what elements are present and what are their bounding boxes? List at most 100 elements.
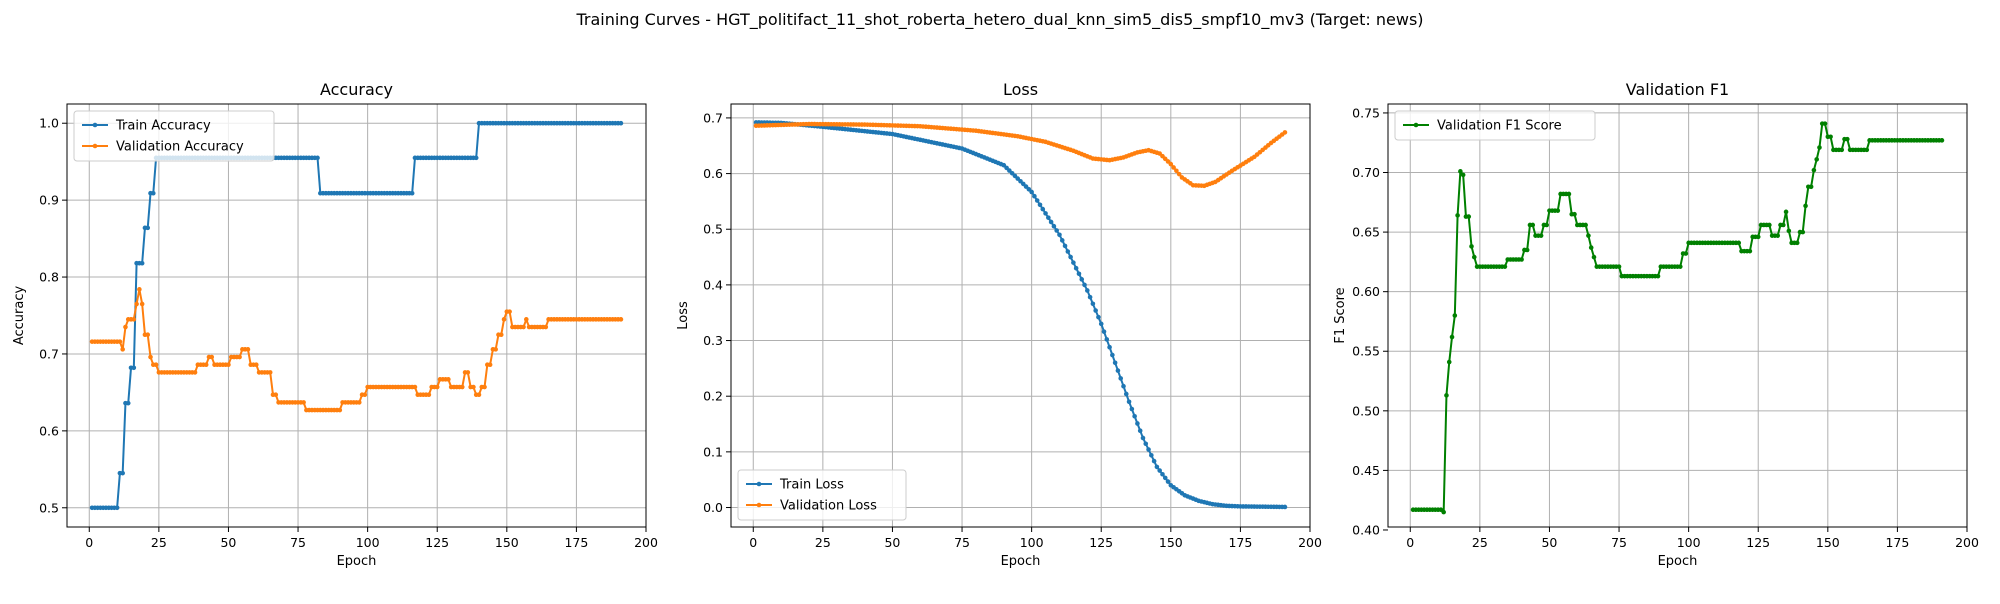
data-point: [145, 225, 151, 231]
x-axis-label: Epoch: [337, 554, 377, 569]
legend-label: Train Loss: [779, 478, 844, 493]
data-point: [1029, 189, 1034, 195]
data-point: [1135, 421, 1140, 426]
y-tick-label: 0.55: [1352, 344, 1380, 359]
x-tick-label: 50: [220, 535, 236, 550]
legend-label: Train Accuracy: [115, 119, 211, 134]
data-point: [120, 347, 125, 352]
y-tick-label: 0.8: [39, 270, 59, 285]
legend-label: Validation F1 Score: [1437, 119, 1562, 134]
data-point: [507, 309, 512, 314]
data-point: [1093, 308, 1098, 313]
data-point: [1149, 453, 1154, 458]
y-tick-label: 0.2: [703, 389, 723, 404]
x-tick-label: 25: [815, 535, 831, 550]
data-point: [1449, 334, 1455, 340]
y-tick-label: 0.5: [39, 500, 59, 515]
data-point: [192, 370, 198, 375]
data-point: [1057, 232, 1062, 238]
subplot-loss: 0 25 50 75 100 125 150 175 200 0.0 0.1 0.2 0.3 0.4 0.5…: [676, 80, 1322, 569]
data-point: [1176, 171, 1182, 177]
plot-frame: [66, 103, 647, 528]
x-tick-label: 50: [1541, 535, 1557, 550]
y-tick-label: 0.50: [1352, 403, 1380, 418]
data-point: [1157, 468, 1162, 473]
legend-marker: [92, 143, 98, 149]
data-point: [1076, 271, 1082, 277]
data-point: [426, 392, 432, 398]
y-axis-label: F1 Score: [1333, 287, 1348, 343]
x-tick-label: 150: [1159, 535, 1183, 550]
x-tick-label: 125: [1089, 535, 1113, 550]
data-point: [1544, 222, 1549, 228]
data-point: [123, 324, 128, 330]
data-point: [1683, 251, 1689, 256]
x-tick-label: 75: [290, 535, 306, 550]
data-point: [267, 370, 273, 375]
data-point: [253, 362, 259, 368]
data-point: [1046, 215, 1051, 220]
legend-box: [737, 469, 907, 521]
data-point: [203, 362, 209, 368]
data-point: [521, 324, 526, 330]
x-tick-label: 200: [1955, 535, 1979, 550]
data-point: [1800, 229, 1806, 235]
data-point: [1808, 184, 1814, 190]
data-point: [1822, 121, 1828, 126]
data-point: [1098, 321, 1104, 327]
data-point: [543, 324, 549, 330]
data-point: [446, 377, 451, 382]
data-point: [1043, 211, 1048, 216]
data-point: [1586, 233, 1591, 238]
data-point: [1591, 254, 1597, 260]
plot-frame: [1387, 103, 1968, 528]
x-tick-label: 200: [634, 535, 658, 550]
y-tick-label: 0.5: [703, 222, 723, 237]
data-point: [150, 190, 156, 196]
data-point: [1555, 208, 1561, 213]
data-point: [1864, 147, 1870, 153]
data-point: [1677, 264, 1683, 269]
data-point: [487, 362, 493, 368]
data-point: [1096, 314, 1101, 320]
series-validation-loss: [753, 121, 1288, 189]
x-tick-label: 75: [954, 535, 970, 550]
data-point: [1087, 294, 1093, 300]
data-point: [1090, 301, 1096, 307]
x-tick-label: 25: [1472, 535, 1488, 550]
data-point: [1811, 167, 1817, 173]
series-train-loss: [753, 120, 1288, 510]
data-point: [226, 362, 231, 368]
series-validation-accuracy: [89, 287, 624, 413]
x-tick-label: 125: [425, 535, 449, 550]
data-point: [1174, 168, 1179, 174]
data-point: [1101, 329, 1107, 334]
data-point: [1519, 257, 1524, 262]
y-tick-label: 1.0: [39, 116, 59, 131]
data-point: [476, 392, 482, 398]
data-point: [1817, 145, 1822, 150]
x-tick-label: 175: [1885, 535, 1909, 550]
data-point: [1452, 313, 1458, 318]
x-tick-label: 125: [1746, 535, 1770, 550]
x-tick-label: 50: [884, 535, 900, 550]
y-tick-label: 0.7: [39, 346, 59, 361]
data-point: [1040, 206, 1046, 212]
data-point: [482, 384, 487, 390]
data-point: [117, 339, 123, 344]
subplot-title: Accuracy: [320, 80, 393, 99]
x-axis-label: Epoch: [1658, 554, 1698, 569]
data-point: [1845, 136, 1850, 142]
y-axis-label: Accuracy: [12, 286, 27, 346]
x-tick-label: 25: [151, 535, 167, 550]
data-point: [273, 392, 279, 398]
data-point: [1444, 393, 1449, 398]
data-point: [120, 470, 125, 476]
data-point: [1736, 240, 1742, 246]
data-point: [1104, 337, 1110, 342]
data-point: [1814, 157, 1819, 162]
data-point: [1168, 161, 1174, 167]
